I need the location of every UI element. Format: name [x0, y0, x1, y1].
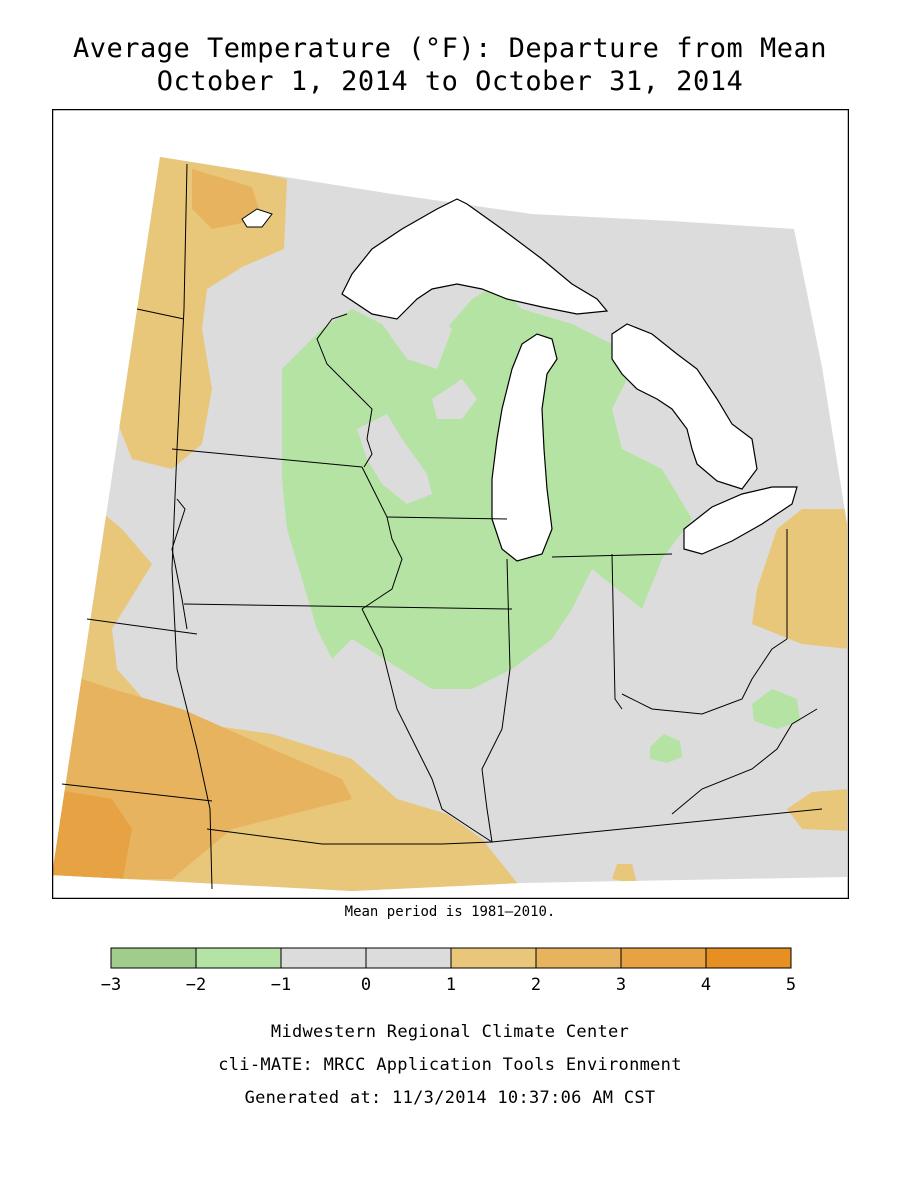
neutral-hole-wisconsin: [357, 414, 432, 504]
legend-bin: [195, 947, 282, 969]
cool-zone-upper-midwest: [282, 284, 692, 689]
warm-zone-southwest-core: [52, 789, 132, 884]
neutral-hole-michigan: [432, 379, 477, 419]
lake-of-the-woods: [241, 208, 273, 228]
warm-zone-south-spot: [612, 864, 637, 884]
footer-app: cli-MATE: MRCC Application Tools Environ…: [218, 1055, 682, 1075]
legend-bin: [620, 947, 707, 969]
map-title-line2: October 1, 2014 to October 31, 2014: [156, 66, 744, 97]
footer-generated: Generated at: 11/3/2014 10:37:06 AM CST: [244, 1088, 656, 1108]
cool-zone-kentucky-spot: [650, 734, 682, 763]
legend-colorbar: −3 −2 −1 0 1 2 3 4 5: [101, 947, 796, 995]
warm-zone-northwest: [112, 157, 287, 469]
legend-tick-label: −3: [101, 975, 121, 995]
mean-period-note: Mean period is 1981–2010.: [344, 904, 556, 920]
legend-bin: [535, 947, 622, 969]
warm-zone-southeast: [787, 789, 847, 831]
legend-bin: [280, 947, 367, 969]
legend-bin: [110, 947, 197, 969]
legend-bin: [365, 947, 452, 969]
legend-tick-label: 5: [786, 975, 796, 995]
warm-zone-east: [752, 509, 847, 649]
warm-zone-northwest-core: [192, 169, 262, 229]
legend-tick-label: −1: [271, 975, 291, 995]
legend-tick-label: −2: [186, 975, 206, 995]
legend-tick-label: 1: [446, 975, 456, 995]
lake-superior: [341, 198, 609, 320]
footer-org: Midwestern Regional Climate Center: [270, 1022, 630, 1042]
legend-tick-label: 3: [616, 975, 626, 995]
legend-bin: [450, 947, 537, 969]
lake-erie: [683, 486, 798, 555]
neutral-hole-upper-peninsula: [382, 309, 452, 369]
lake-huron: [611, 323, 758, 490]
legend-tick-label: 0: [361, 975, 371, 995]
cool-zone-ohio-spot: [752, 689, 800, 729]
lake-michigan: [491, 333, 558, 562]
map-title-line1: Average Temperature (°F): Departure from…: [73, 33, 827, 64]
legend-bin: [705, 947, 792, 969]
legend-tick-label: 4: [701, 975, 711, 995]
map-frame: [52, 109, 849, 899]
state-boundaries: [61, 163, 823, 890]
legend-tick-label: 2: [531, 975, 541, 995]
temperature-departure-map: [52, 109, 849, 899]
